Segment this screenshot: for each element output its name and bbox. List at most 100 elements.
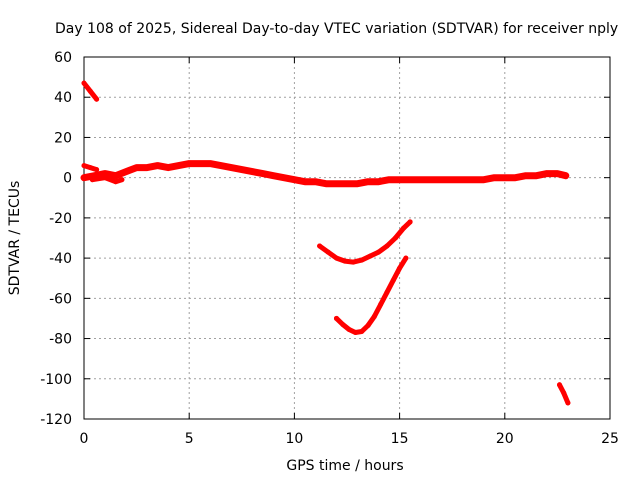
data-point	[352, 330, 358, 336]
grid	[84, 57, 610, 419]
data-point	[94, 167, 100, 173]
y-tick-label: -120	[40, 412, 72, 428]
data-point	[557, 382, 563, 388]
data-point	[155, 163, 161, 169]
data-point	[502, 175, 508, 181]
series-bowl-upper	[317, 219, 413, 265]
data-point	[249, 169, 255, 175]
data-point	[317, 243, 323, 249]
data-point	[89, 177, 95, 183]
data-point	[350, 259, 356, 265]
data-point	[218, 163, 224, 169]
data-point	[333, 315, 339, 321]
data-point	[119, 177, 125, 183]
data-point	[340, 321, 346, 327]
y-tick-label: -60	[49, 291, 72, 307]
data-point	[565, 400, 571, 406]
chart-title: Day 108 of 2025, Sidereal Day-to-day VTE…	[55, 21, 618, 37]
data-point	[207, 161, 213, 167]
data-point	[260, 171, 266, 177]
y-tick-label: 20	[54, 130, 72, 146]
series-bowl-lower	[334, 255, 409, 335]
x-axis-title: GPS time / hours	[286, 458, 403, 474]
data-point	[449, 177, 455, 183]
data-point	[81, 163, 87, 169]
data-point	[554, 171, 560, 177]
data-point	[81, 175, 87, 181]
data-point	[186, 161, 192, 167]
data-point	[359, 257, 365, 263]
data-point	[428, 177, 434, 183]
data-point	[312, 179, 318, 185]
data-point	[81, 80, 87, 86]
y-tick-label: -40	[49, 251, 72, 267]
series-start-segment-lower	[89, 175, 125, 185]
data-point	[533, 173, 539, 179]
data-point	[144, 165, 150, 171]
data-point	[491, 175, 497, 181]
data-point	[376, 179, 382, 185]
data-point	[384, 243, 390, 249]
x-tick-label: 10	[285, 431, 303, 447]
data-point	[397, 265, 403, 271]
data-point	[325, 249, 331, 255]
data-point	[281, 175, 287, 181]
data-point	[544, 171, 550, 177]
data-point	[302, 179, 308, 185]
data-point	[228, 165, 234, 171]
data-point	[176, 163, 182, 169]
data-point	[359, 329, 365, 335]
data-point	[333, 255, 339, 261]
data-point	[323, 181, 329, 187]
data-point	[376, 249, 382, 255]
data-point	[561, 390, 567, 396]
data-point	[344, 181, 350, 187]
data-point	[342, 258, 348, 264]
data-point	[401, 225, 407, 231]
x-tick-label: 5	[185, 431, 194, 447]
data-point	[346, 327, 352, 333]
data-point	[512, 175, 518, 181]
data-point	[123, 169, 129, 175]
data-point	[102, 171, 108, 177]
data-point	[87, 165, 93, 171]
data-point	[367, 253, 373, 259]
data-point	[384, 289, 390, 295]
x-tick-label: 25	[601, 431, 619, 447]
x-tick-label: 20	[496, 431, 514, 447]
data-point	[563, 173, 569, 179]
data-point	[378, 301, 384, 307]
data-point	[165, 165, 171, 171]
data-point	[134, 165, 140, 171]
data-point	[407, 177, 413, 183]
y-tick-label: -100	[40, 372, 72, 388]
plot-frame	[83, 56, 611, 420]
data-point	[523, 173, 529, 179]
y-tick-label: 40	[54, 90, 72, 106]
data-point	[270, 173, 276, 179]
data-point	[87, 88, 93, 94]
data-point	[470, 177, 476, 183]
data-point	[407, 219, 413, 225]
data-point	[291, 177, 297, 183]
x-tick-label: 0	[80, 431, 89, 447]
series-layer	[80, 80, 571, 406]
y-tick-label: -20	[49, 211, 72, 227]
data-point	[197, 161, 203, 167]
y-axis-title: SDTVAR / TECUs	[7, 181, 23, 296]
y-tick-label: 0	[63, 171, 72, 187]
data-point	[239, 167, 245, 173]
data-point	[403, 255, 409, 261]
data-point	[481, 177, 487, 183]
data-point	[365, 322, 371, 328]
data-point	[365, 179, 371, 185]
data-point	[355, 181, 361, 187]
data-point	[418, 177, 424, 183]
ticks: 0 5 10 15 20 25 -120 -100 -80 -60 -40 -20 0 20 40 60	[40, 50, 619, 447]
data-point	[333, 181, 339, 187]
data-point	[460, 177, 466, 183]
data-point	[390, 277, 396, 283]
y-tick-label: 60	[54, 50, 72, 66]
data-point	[371, 313, 377, 319]
